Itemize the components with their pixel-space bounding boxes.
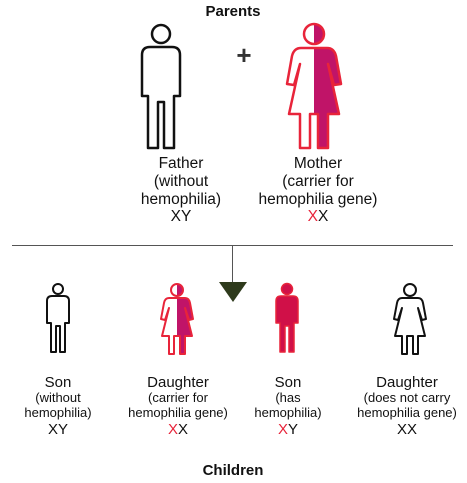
child-4-status-line-1: (does not carry <box>363 390 451 406</box>
child-1-status-line-2: hemophilia) <box>24 405 92 421</box>
father-label: Father <box>158 155 204 172</box>
father-male-icon <box>136 23 186 150</box>
daughter-unaffected-female-icon <box>393 283 427 355</box>
plus-sign: + <box>236 40 252 70</box>
child-3-label: Son <box>274 374 302 391</box>
child-1-status-line-1: (without <box>35 390 81 406</box>
parents-heading: Parents <box>205 3 261 20</box>
descent-arrow-icon <box>219 282 247 307</box>
child-3-genotype: XY <box>277 421 299 439</box>
child-3-status-line-2: hemophilia) <box>254 405 322 421</box>
father-status-line-2: hemophilia) <box>140 190 222 208</box>
child-2-genotype: XX <box>167 421 189 439</box>
mother-caption: Mother (carrier for hemophilia gene) XX <box>243 155 393 226</box>
child-3-status-line-1: (has <box>275 390 301 406</box>
daughter-carrier-caption: Daughter (carrier for hemophilia gene) X… <box>118 374 238 438</box>
mother-status-line-1: (carrier for <box>282 172 354 190</box>
child-4-status-line-2: hemophilia gene) <box>357 405 457 421</box>
son-unaffected-male-icon <box>44 283 72 353</box>
son-unaffected-caption: Son (without hemophilia) XY <box>8 374 108 438</box>
father-caption: Father (without hemophilia) XY <box>126 155 236 226</box>
mother-label: Mother <box>293 155 343 172</box>
mother-female-carrier-icon <box>285 22 343 150</box>
child-1-genotype: XY <box>47 421 69 439</box>
children-heading: Children <box>202 462 264 479</box>
father-genotype: XY <box>170 208 192 226</box>
descent-line <box>232 245 233 283</box>
child-2-label: Daughter <box>147 374 209 391</box>
child-4-label: Daughter <box>376 374 438 391</box>
daughter-carrier-female-icon <box>160 283 194 355</box>
mother-genotype: XX <box>307 208 329 226</box>
son-affected-male-icon <box>273 282 301 353</box>
father-status-line-1: (without <box>153 172 209 190</box>
child-1-label: Son <box>44 374 72 391</box>
child-2-status-line-1: (carrier for <box>148 390 208 406</box>
child-2-status-line-2: hemophilia gene) <box>128 405 228 421</box>
child-4-genotype: XX <box>396 421 418 439</box>
daughter-unaffected-caption: Daughter (does not carry hemophilia gene… <box>348 374 466 438</box>
son-affected-caption: Son (has hemophilia) XY <box>246 374 330 438</box>
mother-status-line-2: hemophilia gene) <box>258 190 378 208</box>
